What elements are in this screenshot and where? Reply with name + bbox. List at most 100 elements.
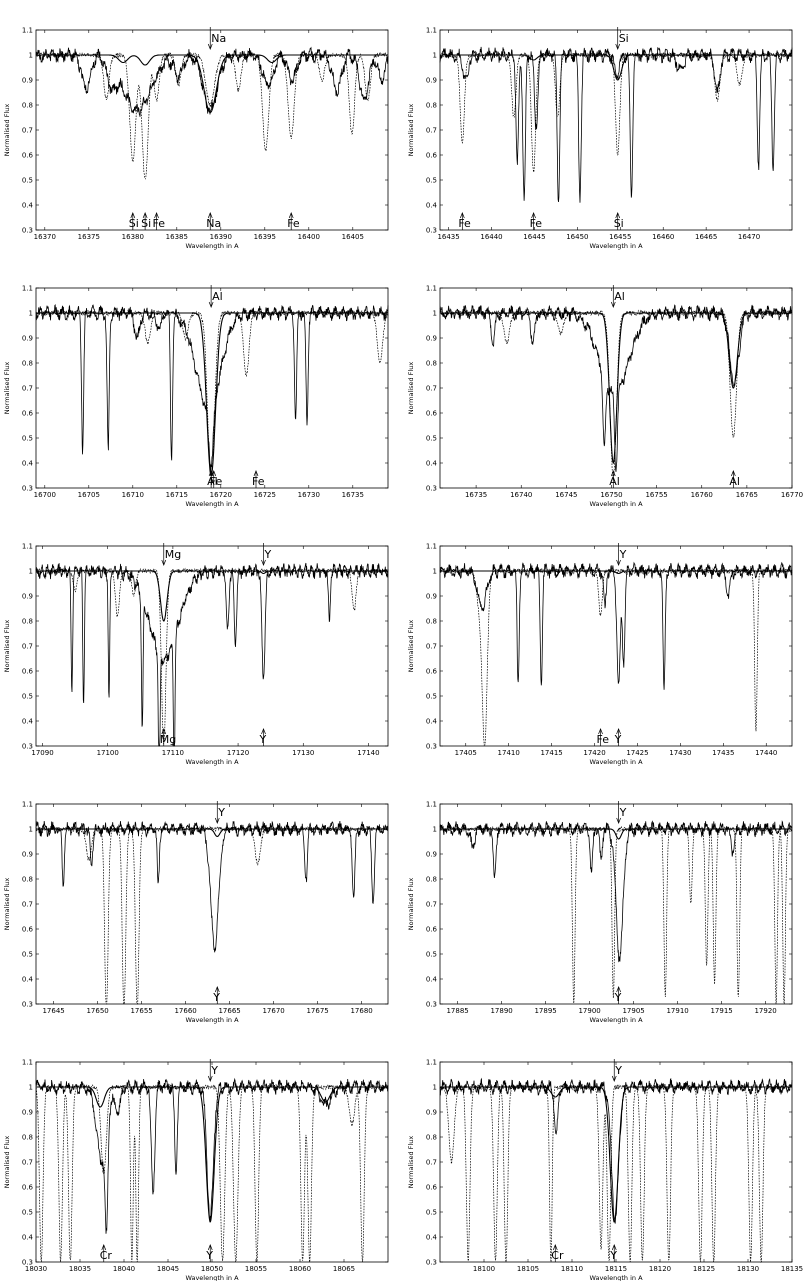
x-tick-label: 16470 — [738, 233, 760, 241]
series-model — [440, 312, 792, 465]
arrow-head — [552, 1244, 558, 1251]
series-synthetic — [439, 567, 793, 746]
x-tick-label: 16735 — [342, 491, 364, 499]
y-axis-label: Normalised Flux — [3, 1136, 11, 1189]
y-tick-label: 0.6 — [22, 1183, 34, 1191]
x-tick-label: 17405 — [455, 749, 477, 757]
bottom-line-label: Si — [129, 217, 139, 230]
bottom-line-label: Y — [205, 1249, 213, 1262]
y-axis-label: Normalised Flux — [3, 878, 11, 931]
spectrum-panel: 0.3 0.4 0.5 0.6 0.7 0.8 0.9 1 1.1 16735 16740 16745… — [407, 284, 803, 508]
x-tick-label: 17100 — [97, 749, 119, 757]
x-tick-label: 18045 — [157, 1265, 179, 1273]
top-line-label: Y — [263, 548, 271, 561]
arrow-head — [261, 559, 266, 566]
spectrum-panel: 0.3 0.4 0.5 0.6 0.7 0.8 0.9 1 1.1 17885 17890 17895… — [407, 800, 793, 1024]
top-line-label: Mg — [165, 548, 181, 561]
spectrum-panel: 0.3 0.4 0.5 0.6 0.7 0.8 0.9 1 1.1 16370 16375 16380… — [3, 26, 389, 250]
arrow-head — [214, 817, 220, 824]
x-tick-label: 17090 — [31, 749, 53, 757]
arrow-head — [731, 470, 736, 477]
x-tick-label: 18030 — [25, 1265, 47, 1273]
y-tick-label: 0.8 — [22, 1133, 33, 1141]
y-tick-label: 1.1 — [426, 1058, 437, 1066]
y-tick-label: 0.7 — [22, 126, 33, 134]
series-synthetic — [440, 51, 793, 173]
x-tick-label: 16715 — [166, 491, 188, 499]
bottom-line-label: Fe — [153, 217, 166, 230]
y-axis-label: Normalised Flux — [407, 362, 415, 415]
y-tick-label: 0.5 — [426, 950, 437, 958]
y-tick-label: 0.5 — [22, 692, 33, 700]
y-tick-label: 0.3 — [22, 1000, 33, 1008]
x-axis-label: Wavelength in A — [185, 242, 239, 250]
y-tick-label: 0.6 — [22, 925, 34, 933]
y-tick-label: 0.4 — [22, 1233, 34, 1241]
series-synthetic — [35, 309, 389, 479]
series-synthetic — [439, 1083, 793, 1264]
x-tick-label: 17910 — [666, 1007, 688, 1015]
y-tick-label: 0.8 — [22, 359, 33, 367]
x-tick-label: 18100 — [473, 1265, 495, 1273]
x-tick-label: 17435 — [712, 749, 734, 757]
x-axis-label: Wavelength in A — [589, 758, 643, 766]
x-tick-label: 18130 — [737, 1265, 759, 1273]
y-tick-label: 1.1 — [426, 26, 437, 34]
plot-frame — [439, 287, 793, 489]
y-tick-label: 1 — [29, 1083, 33, 1091]
x-tick-label: 17670 — [262, 1007, 284, 1015]
y-axis-label: Normalised Flux — [3, 620, 11, 673]
y-tick-label: 0.5 — [22, 950, 33, 958]
series-model — [36, 54, 388, 114]
arrow-head — [207, 1075, 213, 1082]
y-tick-label: 0.7 — [22, 384, 33, 392]
bottom-line-label: Y — [609, 1249, 617, 1262]
bottom-line-label: Y — [614, 991, 622, 1004]
bottom-line-label: Fe — [252, 475, 265, 488]
y-tick-label: 0.5 — [426, 692, 437, 700]
bottom-line-label: Y — [614, 733, 622, 746]
y-tick-label: 0.5 — [426, 434, 437, 442]
y-tick-label: 0.5 — [426, 1208, 437, 1216]
series-model — [440, 1086, 792, 1223]
y-tick-label: 0.4 — [426, 975, 438, 983]
x-axis-label: Wavelength in A — [185, 1274, 239, 1281]
x-axis-label: Wavelength in A — [589, 1016, 643, 1024]
x-tick-label: 16445 — [523, 233, 545, 241]
top-line-label: Y — [614, 1064, 622, 1077]
y-tick-label: 1 — [433, 1083, 437, 1091]
y-tick-label: 1.1 — [22, 26, 33, 34]
y-tick-label: 1 — [29, 51, 33, 59]
bottom-line-label: Al — [609, 475, 620, 488]
x-tick-label: 16450 — [566, 233, 588, 241]
x-tick-label: 17675 — [306, 1007, 328, 1015]
y-tick-label: 0.7 — [426, 126, 437, 134]
x-tick-label: 16725 — [254, 491, 276, 499]
y-tick-label: 1.1 — [22, 542, 33, 550]
bottom-line-label: Y — [258, 733, 266, 746]
y-tick-label: 0.9 — [22, 592, 33, 600]
spectrum-panel: 0.3 0.4 0.5 0.6 0.7 0.8 0.9 1 1.1 18030 18035 18040… — [3, 1058, 389, 1282]
x-tick-label: 17410 — [498, 749, 520, 757]
x-axis-label: Wavelength in A — [185, 758, 239, 766]
series-observed — [35, 1077, 389, 1234]
y-tick-label: 0.7 — [426, 900, 437, 908]
x-tick-label: 17915 — [710, 1007, 732, 1015]
y-tick-label: 0.7 — [426, 384, 437, 392]
arrow-head — [616, 986, 621, 993]
x-tick-label: 16465 — [695, 233, 717, 241]
x-axis-label: Wavelength in A — [589, 1274, 643, 1281]
y-tick-label: 0.5 — [22, 176, 33, 184]
x-tick-label: 17655 — [130, 1007, 152, 1015]
arrow-head — [207, 212, 213, 219]
x-tick-label: 16750 — [600, 491, 622, 499]
arrow-head — [615, 43, 621, 50]
x-tick-label: 16440 — [480, 233, 502, 241]
y-tick-label: 1.1 — [426, 284, 437, 292]
series-observed — [35, 46, 389, 117]
x-tick-label: 18035 — [69, 1265, 91, 1273]
series-model — [440, 54, 792, 81]
spectrum-panel: 0.3 0.4 0.5 0.6 0.7 0.8 0.9 1 1.1 17405 17410 17415… — [407, 542, 793, 766]
y-tick-label: 0.9 — [22, 76, 33, 84]
